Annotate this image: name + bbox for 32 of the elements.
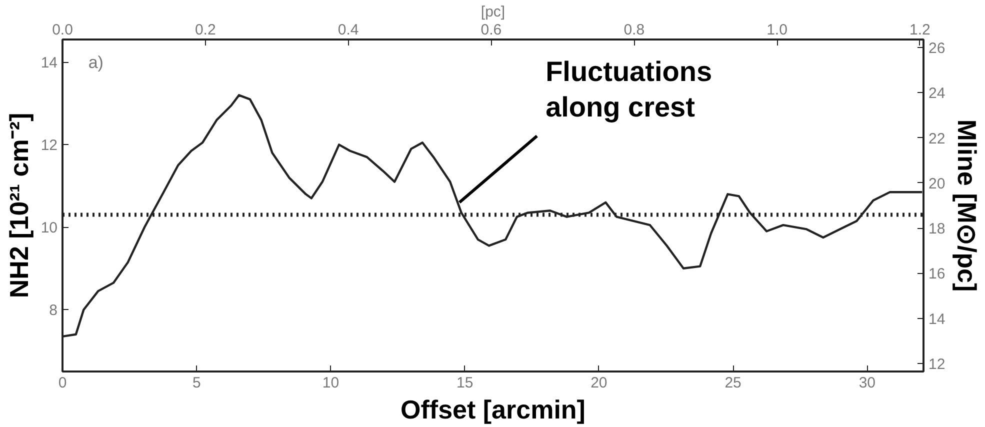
- y-tick-label: 14: [40, 54, 58, 72]
- y2-tick-label: 20: [928, 175, 946, 192]
- x-axis-title: Offset [arcmin]: [400, 394, 586, 424]
- x2-tick-label: 0.0: [52, 22, 73, 38]
- y-tick-label: 12: [40, 137, 58, 154]
- x2-tick-label: 1.2: [910, 22, 930, 38]
- y-tick-label: 8: [49, 302, 58, 320]
- y2-tick-label: 14: [928, 310, 946, 328]
- y2-tick-label: 18: [928, 220, 946, 238]
- annotation: Fluctuations along crest: [546, 56, 712, 123]
- y-axis-title: NH2 [10²¹ cm⁻²]: [4, 112, 34, 298]
- x-tick-label: 15: [456, 374, 474, 392]
- annotation: a): [88, 52, 104, 72]
- y-tick-label: 10: [40, 220, 58, 237]
- x2-tick-label: 0.2: [194, 22, 216, 38]
- y2-tick-label: 16: [928, 266, 946, 283]
- x2-tick-label: 1.0: [766, 22, 788, 38]
- x-tick-label: 20: [590, 374, 608, 392]
- x-tick-label: 25: [724, 374, 742, 392]
- y2-tick-label: 24: [928, 85, 946, 102]
- y2-axis-title: Mline [M⊙/pc]: [952, 119, 982, 292]
- x-tick-label: 30: [858, 374, 876, 392]
- y2-tick-label: 12: [928, 356, 946, 373]
- x2-axis-title: [pc]: [480, 4, 506, 20]
- x-tick-label: 10: [322, 374, 340, 392]
- x2-tick-label: 0.6: [480, 22, 502, 38]
- x-tick-label: 0: [58, 374, 67, 392]
- x-tick-label: 5: [192, 374, 201, 392]
- x2-tick-label: 0.4: [338, 22, 359, 38]
- x2-tick-label: 0.8: [624, 22, 645, 38]
- y2-tick-label: 22: [928, 130, 946, 148]
- y2-tick-label: 26: [928, 40, 946, 58]
